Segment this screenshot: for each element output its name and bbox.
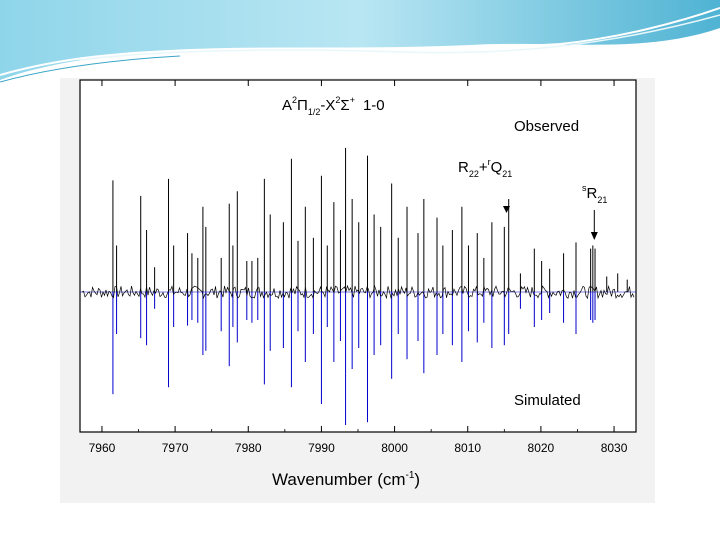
- annotation-s-r21: sR21: [582, 183, 607, 205]
- header-wave-line-2: [79, 14, 720, 61]
- slide-header-decoration: [0, 0, 720, 83]
- x-axis-label: Wavenumber (cm-1): [272, 470, 420, 489]
- x-tick-label-8020: 8020: [528, 441, 555, 455]
- band-label: A2Π1/2-X2Σ+ 1-0: [282, 95, 385, 117]
- header-wave-line-3: [0, 55, 181, 83]
- simulated-label: Simulated: [514, 392, 581, 409]
- x-tick-label-8000: 8000: [381, 441, 408, 455]
- observed-label: Observed: [514, 118, 579, 135]
- observed-noise-trace: [81, 284, 635, 300]
- observed-series: [112, 147, 628, 292]
- x-tick-label-7980: 7980: [235, 441, 262, 455]
- x-tick-label-7970: 7970: [162, 441, 189, 455]
- x-tick-label-7960: 7960: [89, 441, 116, 455]
- x-tick-label-7990: 7990: [308, 441, 335, 455]
- annotation-r22-q21: R22+rQ21: [458, 157, 512, 179]
- header-wave-line-1: [0, 7, 720, 76]
- x-tick-label-8030: 8030: [601, 441, 628, 455]
- annotation-s-r21-arrow-icon: [590, 232, 598, 240]
- header-wave-fill: [0, 0, 720, 80]
- simulated-series: [80, 291, 636, 425]
- annotation-r22-q21-arrow-icon: [503, 206, 511, 213]
- x-axis-ticks: 7960 7970 7980 7990 8000 8010 8020 8030: [89, 80, 628, 455]
- x-tick-label-8010: 8010: [454, 441, 481, 455]
- observed-baseline-noise: [81, 284, 635, 300]
